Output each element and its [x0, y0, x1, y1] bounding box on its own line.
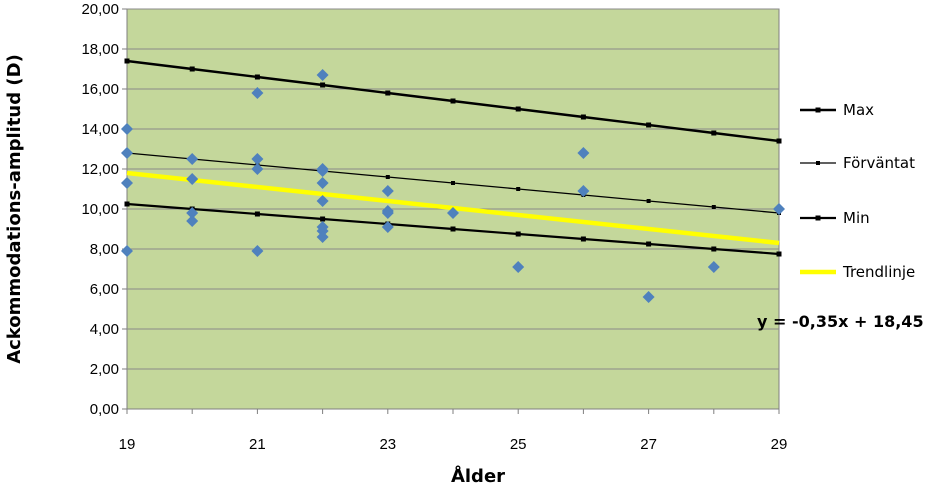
legend-label: Trendlinje	[842, 263, 915, 281]
data-point	[251, 245, 264, 257]
series-marker	[515, 231, 521, 237]
data-point	[186, 215, 199, 227]
series-marker	[450, 98, 456, 104]
data-point	[121, 177, 133, 189]
series-marker	[516, 187, 521, 191]
x-tick-label: 27	[640, 436, 657, 453]
y-tick-label: 0,00	[90, 401, 119, 418]
legend-marker	[815, 107, 821, 113]
data-point	[381, 185, 394, 197]
y-tick-label: 2,00	[90, 361, 119, 378]
series-marker	[254, 211, 260, 217]
data-point	[707, 261, 720, 273]
series-marker	[254, 74, 260, 80]
series-marker	[124, 58, 130, 64]
data-point	[186, 153, 199, 165]
data-point	[186, 173, 199, 185]
x-axis-title: Ålder	[451, 464, 505, 485]
legend-marker	[816, 161, 820, 165]
series-marker	[320, 216, 326, 222]
data-point	[316, 69, 329, 81]
y-axis-title: Ackommodations-amplitud (D)	[4, 54, 25, 364]
data-point	[316, 195, 329, 207]
series-marker	[711, 205, 716, 209]
data-point	[316, 177, 329, 189]
series-marker	[451, 181, 455, 185]
trendline-equation: y = -0,35x + 18,45	[757, 312, 924, 331]
data-point	[251, 153, 264, 165]
series-marker	[711, 246, 717, 252]
x-tick-label: 29	[771, 436, 788, 453]
legend-label: Min	[843, 209, 870, 227]
data-point	[512, 261, 525, 273]
y-tick-label: 4,00	[90, 321, 119, 338]
legend-label: Förväntat	[843, 154, 915, 172]
legend-label: Max	[843, 101, 874, 119]
y-tick-label: 6,00	[90, 281, 119, 298]
series-marker	[711, 130, 717, 136]
series-marker	[189, 66, 195, 72]
y-tick-label: 10,00	[81, 201, 119, 218]
data-point	[316, 231, 329, 243]
x-axis	[126, 408, 780, 414]
series-marker	[385, 175, 390, 179]
series-marker	[515, 106, 521, 112]
x-tick-labels: 19 21 23 25 27 29	[119, 436, 788, 453]
data-point	[577, 185, 590, 197]
y-tick-label: 12,00	[81, 161, 119, 178]
legend-marker	[815, 215, 821, 221]
data-point	[316, 165, 329, 177]
scatter-points	[121, 69, 785, 303]
series-marker	[646, 199, 651, 203]
y-tick-label: 8,00	[90, 241, 119, 258]
series-marker	[646, 122, 652, 128]
data-point	[381, 221, 394, 233]
series-marker	[776, 138, 782, 144]
x-tick-label: 25	[510, 436, 527, 453]
y-tick-label: 18,00	[81, 41, 119, 58]
series-marker	[320, 82, 326, 88]
data-point	[251, 87, 264, 99]
series-marker	[646, 241, 652, 247]
x-tick-label: 19	[119, 436, 136, 453]
series-marker	[385, 90, 391, 96]
data-point	[251, 163, 264, 175]
data-point	[121, 123, 133, 135]
series-marker	[776, 251, 782, 257]
legend: Max Förväntat Min Trendlinje	[800, 101, 915, 281]
x-tick-label: 21	[249, 436, 266, 453]
data-point	[186, 207, 199, 219]
data-point	[121, 147, 133, 159]
y-tick-label: 14,00	[81, 121, 119, 138]
y-tick-label: 20,00	[81, 1, 119, 18]
y-tick-labels: 0,00 2,00 4,00 6,00 8,00 10,00 12,00 14,00 16,00…	[81, 1, 119, 418]
data-point	[121, 245, 133, 257]
data-point	[577, 147, 590, 159]
x-tick-label: 23	[379, 436, 396, 453]
data-point	[447, 207, 459, 219]
y-tick-label: 16,00	[81, 81, 119, 98]
series-marker	[450, 226, 456, 232]
data-point	[642, 291, 655, 303]
data-point	[381, 207, 394, 219]
data-point	[773, 203, 785, 215]
series-marker	[580, 114, 586, 120]
series-marker	[580, 236, 586, 242]
series-marker	[124, 201, 130, 207]
